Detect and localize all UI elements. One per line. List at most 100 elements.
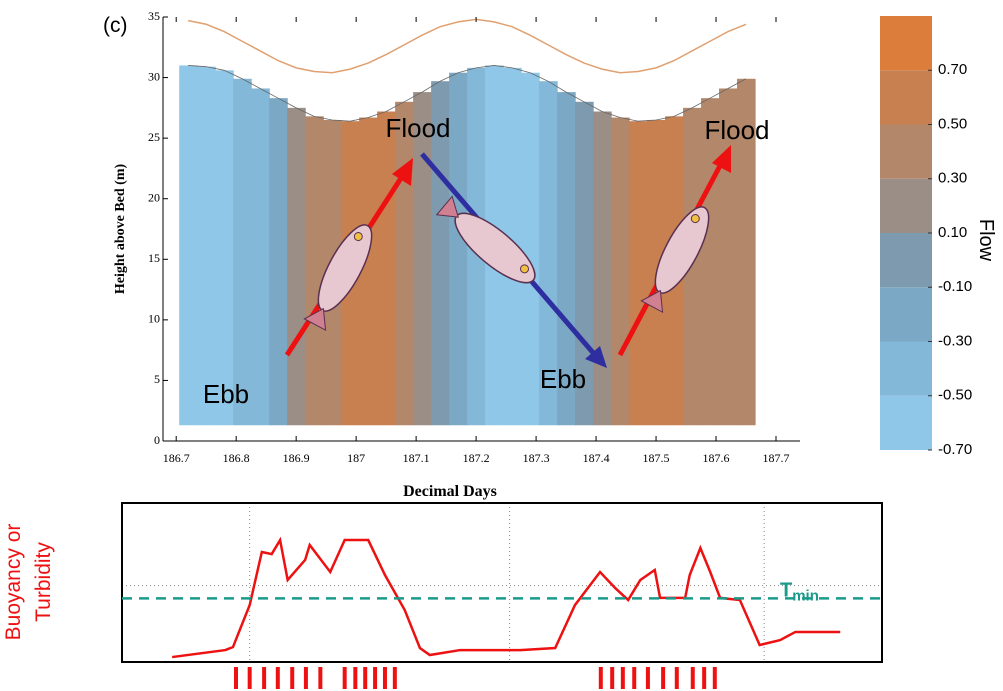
x-tick-label: 187.2 xyxy=(463,451,490,465)
x-tick-label: 186.8 xyxy=(223,451,250,465)
colorbar-band xyxy=(880,233,932,288)
x-tick-label: 186.7 xyxy=(163,451,190,465)
colorbar-band xyxy=(880,16,932,71)
y-axis-label: Height above Bed (m) xyxy=(113,164,128,295)
x-tick-label: 187.7 xyxy=(763,451,790,465)
colorbar-tick-label: 0.10 xyxy=(938,224,967,241)
x-tick-label: 187.1 xyxy=(403,451,430,465)
annotation: Flood xyxy=(385,113,450,143)
event-bar xyxy=(712,667,717,689)
y-tick-label: 0 xyxy=(154,433,160,447)
y-tick-label: 30 xyxy=(148,69,160,83)
annotation: Ebb xyxy=(540,364,586,394)
x-tick-label: 187 xyxy=(347,451,365,465)
x-tick-label: 186.9 xyxy=(283,451,310,465)
threshold-label: Tmin xyxy=(780,579,819,604)
y-tick-label: 10 xyxy=(148,312,160,326)
event-bar xyxy=(353,667,358,689)
contour-plot: 186.7 186.8 186.9 187 187.1 187.2 187.3 187.4 18… xyxy=(103,9,997,500)
colorbar-title: Flow xyxy=(975,219,997,262)
event-bar xyxy=(632,667,637,689)
line-plot: Tmin Buoyancy or Turbidity xyxy=(2,502,886,689)
event-bar xyxy=(598,667,603,689)
y-tick-label: 35 xyxy=(148,9,160,23)
colorbar-band xyxy=(880,395,932,450)
event-bar xyxy=(610,667,615,689)
overlay: Flood Flood Ebb Ebb xyxy=(203,113,770,409)
contour-cell xyxy=(377,111,396,426)
x-tick-label: 187.5 xyxy=(643,451,670,465)
contour-cell xyxy=(737,78,756,426)
colorbar-band xyxy=(880,341,932,396)
arrow-head xyxy=(585,346,607,368)
y-tick-label: 15 xyxy=(148,251,160,265)
colorbar-tick-label: 0.70 xyxy=(938,61,967,78)
event-bar xyxy=(234,667,238,689)
event-bar xyxy=(661,667,666,689)
contour-cell xyxy=(269,98,288,426)
contour-cell xyxy=(593,111,612,426)
contour-cell xyxy=(539,81,558,426)
event-bar xyxy=(690,667,695,689)
colorbar-tick-label: 0.50 xyxy=(938,115,967,132)
colorbar-tick-label: 0.30 xyxy=(938,170,967,187)
threshold-symbol: T xyxy=(780,579,792,601)
plot-frame xyxy=(121,502,883,663)
top-edge xyxy=(188,65,747,122)
arrow-head xyxy=(392,158,413,186)
event-bar xyxy=(318,667,323,689)
event-bar xyxy=(303,667,308,689)
x-tick-label: 187.6 xyxy=(703,451,730,465)
contour-cell xyxy=(179,65,198,426)
event-bar xyxy=(342,667,347,689)
event-bar xyxy=(275,667,280,689)
contour-cell xyxy=(683,107,702,426)
contour-cell xyxy=(701,98,720,426)
contour-cell xyxy=(305,116,324,426)
event-bar xyxy=(262,667,267,689)
colorbar-tick-label: -0.50 xyxy=(938,387,972,404)
event-bar xyxy=(363,667,368,689)
surface-line xyxy=(188,18,747,74)
panel-label: (c) xyxy=(103,14,128,37)
x-axis-label: Decimal Days xyxy=(403,483,497,500)
contour-cell xyxy=(449,72,468,426)
event-bar xyxy=(674,667,679,689)
y-axis-label: Buoyancy or xyxy=(2,524,25,641)
contour-cell xyxy=(215,70,234,426)
colorbar-tick-label: -0.10 xyxy=(938,278,972,295)
colorbar-band xyxy=(880,287,932,342)
event-bar xyxy=(373,667,378,689)
y-tick-label: 5 xyxy=(154,372,160,386)
annotation: Flood xyxy=(704,115,769,145)
y-axis-label: Turbidity xyxy=(32,542,55,622)
fish xyxy=(303,224,373,332)
contour-cell xyxy=(719,88,738,426)
event-bar xyxy=(702,667,707,689)
colorbar-band xyxy=(880,124,932,179)
annotation: Ebb xyxy=(203,379,249,409)
contour-cell xyxy=(557,92,576,426)
contour-cell xyxy=(629,121,648,426)
colorbar-band xyxy=(880,178,932,233)
contour-cell xyxy=(251,88,270,426)
fish xyxy=(435,195,536,284)
x-tick-label: 187.3 xyxy=(523,451,550,465)
contour-cell xyxy=(395,101,414,426)
contour-cell xyxy=(197,66,216,426)
data-line xyxy=(171,536,841,659)
y-tick-label: 25 xyxy=(148,130,160,144)
contour-cell xyxy=(359,117,378,426)
y-tick-label: 20 xyxy=(148,190,160,204)
colorbar-tick-label: -0.70 xyxy=(938,441,972,458)
event-bar xyxy=(382,667,387,689)
threshold-subscript: min xyxy=(792,587,819,604)
event-bar xyxy=(392,667,397,689)
contour-cell xyxy=(287,107,306,426)
colorbar-band xyxy=(880,70,932,125)
arrow-head xyxy=(712,145,731,173)
contour-cell xyxy=(413,92,432,426)
x-tick-label: 187.4 xyxy=(583,451,610,465)
contour-cell xyxy=(233,78,252,426)
